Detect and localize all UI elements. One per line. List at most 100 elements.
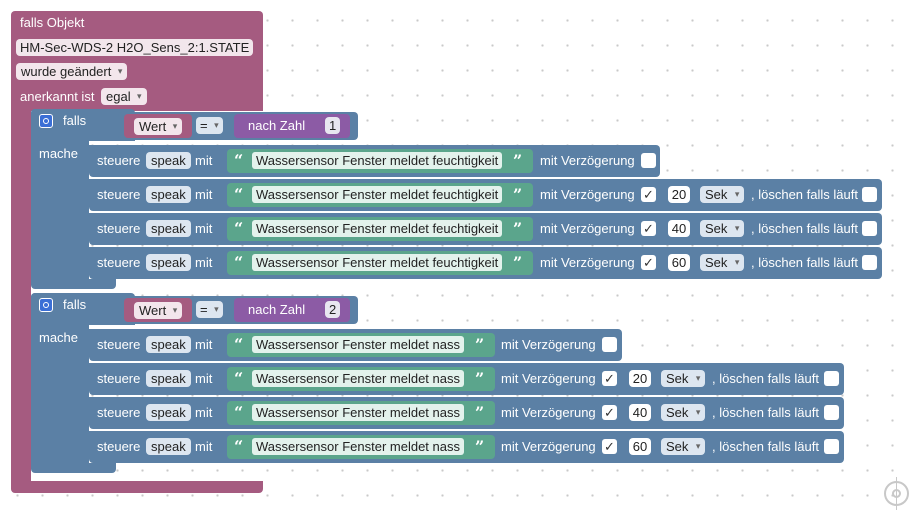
delay-value-input[interactable]: 60: [668, 254, 690, 271]
target-object-field[interactable]: speak: [146, 152, 191, 169]
number-value-0[interactable]: 1: [325, 117, 341, 134]
to-number-label-1: nach Zahl: [248, 302, 306, 317]
quote-close-icon: ”: [475, 437, 485, 456]
text-value[interactable]: Wassersensor Fenster meldet feuchtigkeit: [252, 152, 503, 169]
delay-unit-dropdown[interactable]: Sek: [661, 404, 706, 421]
with-label: mit: [195, 255, 213, 270]
with-label: mit: [195, 439, 213, 454]
delay-value-input[interactable]: 60: [629, 438, 651, 455]
clear-running-label: , löschen falls läuft: [712, 405, 819, 420]
delay-unit-dropdown[interactable]: Sek: [661, 370, 706, 387]
text-value[interactable]: Wassersensor Fenster meldet nass: [252, 438, 464, 455]
text-value[interactable]: Wassersensor Fenster meldet nass: [252, 336, 464, 353]
operator-dropdown-0[interactable]: =: [196, 117, 223, 134]
target-object-field[interactable]: speak: [146, 254, 191, 271]
operator-dropdown-1[interactable]: =: [196, 301, 223, 318]
if-block-footer-1: [31, 463, 116, 473]
quote-close-icon: ”: [513, 253, 523, 272]
delay-checkbox[interactable]: ✓: [602, 439, 617, 454]
delay-label: mit Verzögerung: [540, 255, 635, 270]
if-label-0: falls: [63, 113, 87, 128]
delay-label: mit Verzögerung: [501, 405, 596, 420]
delay-unit-dropdown[interactable]: Sek: [661, 438, 706, 455]
to-number-label-0: nach Zahl: [248, 118, 306, 133]
target-object-field[interactable]: speak: [146, 336, 191, 353]
text-value[interactable]: Wassersensor Fenster meldet feuchtigkeit: [252, 186, 503, 203]
with-label: mit: [195, 371, 213, 386]
ack-label: anerkannt ist: [20, 89, 95, 104]
text-value[interactable]: Wassersensor Fenster meldet feuchtigkeit: [252, 254, 503, 271]
delay-checkbox[interactable]: [641, 153, 656, 168]
clear-running-label: , löschen falls läuft: [751, 187, 858, 202]
do-label-0: mache: [39, 146, 79, 161]
variable-dropdown-0[interactable]: Wert: [134, 118, 183, 135]
delay-checkbox[interactable]: ✓: [641, 221, 656, 236]
delay-value-input[interactable]: 20: [629, 370, 651, 387]
quote-close-icon: ”: [475, 335, 485, 354]
quote-close-icon: ”: [475, 403, 485, 422]
delay-value-input[interactable]: 40: [668, 220, 690, 237]
target-object-field[interactable]: speak: [146, 438, 191, 455]
clear-running-checkbox[interactable]: [824, 439, 839, 454]
delay-checkbox[interactable]: ✓: [641, 187, 656, 202]
control-label: steuere: [97, 405, 141, 420]
gear-icon[interactable]: [39, 114, 53, 128]
quote-open-icon: “: [234, 253, 244, 272]
delay-checkbox[interactable]: ✓: [641, 255, 656, 270]
with-label: mit: [195, 405, 213, 420]
quote-open-icon: “: [234, 151, 244, 170]
target-object-field[interactable]: speak: [146, 220, 191, 237]
control-label: steuere: [97, 371, 141, 386]
quote-open-icon: “: [234, 369, 244, 388]
trigger-block-bottom: [11, 481, 263, 493]
quote-open-icon: “: [234, 185, 244, 204]
with-label: mit: [195, 221, 213, 236]
recenter-icon[interactable]: [884, 477, 909, 510]
number-value-1[interactable]: 2: [325, 301, 341, 318]
clear-running-checkbox[interactable]: [824, 371, 839, 386]
control-label: steuere: [97, 221, 141, 236]
with-label: mit: [195, 337, 213, 352]
text-value[interactable]: Wassersensor Fenster meldet nass: [252, 404, 464, 421]
text-value[interactable]: Wassersensor Fenster meldet nass: [252, 370, 464, 387]
change-mode-dropdown[interactable]: wurde geändert: [16, 63, 128, 80]
with-label: mit: [195, 153, 213, 168]
control-label: steuere: [97, 439, 141, 454]
trigger-title: falls Objekt: [20, 15, 85, 30]
quote-close-icon: ”: [513, 151, 523, 170]
text-value[interactable]: Wassersensor Fenster meldet feuchtigkeit: [252, 220, 503, 237]
trigger-block-spine: [11, 100, 31, 492]
delay-value-input[interactable]: 20: [668, 186, 690, 203]
control-label: steuere: [97, 187, 141, 202]
variable-dropdown-1[interactable]: Wert: [134, 302, 183, 319]
delay-checkbox[interactable]: ✓: [602, 371, 617, 386]
delay-unit-dropdown[interactable]: Sek: [700, 254, 745, 271]
delay-checkbox[interactable]: ✓: [602, 405, 617, 420]
clear-running-label: , löschen falls läuft: [751, 255, 858, 270]
clear-running-label: , löschen falls läuft: [751, 221, 858, 236]
quote-close-icon: ”: [513, 219, 523, 238]
ack-dropdown[interactable]: egal: [101, 88, 147, 105]
delay-checkbox[interactable]: [602, 337, 617, 352]
delay-unit-dropdown[interactable]: Sek: [700, 220, 745, 237]
clear-running-checkbox[interactable]: [824, 405, 839, 420]
gear-icon[interactable]: [39, 298, 53, 312]
control-label: steuere: [97, 337, 141, 352]
target-object-field[interactable]: speak: [146, 186, 191, 203]
target-object-field[interactable]: speak: [146, 370, 191, 387]
delay-label: mit Verzögerung: [540, 187, 635, 202]
clear-running-label: , löschen falls läuft: [712, 439, 819, 454]
delay-label: mit Verzögerung: [501, 371, 596, 386]
quote-open-icon: “: [234, 219, 244, 238]
delay-label: mit Verzögerung: [540, 221, 635, 236]
object-id-field[interactable]: HM-Sec-WDS-2 H2O_Sens_2:1.STATE: [16, 39, 254, 56]
do-label-1: mache: [39, 330, 79, 345]
target-object-field[interactable]: speak: [146, 404, 191, 421]
clear-running-checkbox[interactable]: [862, 187, 877, 202]
clear-running-checkbox[interactable]: [862, 255, 877, 270]
delay-unit-dropdown[interactable]: Sek: [700, 186, 745, 203]
delay-value-input[interactable]: 40: [629, 404, 651, 421]
quote-open-icon: “: [234, 403, 244, 422]
delay-label: mit Verzögerung: [501, 337, 596, 352]
clear-running-checkbox[interactable]: [862, 221, 877, 236]
